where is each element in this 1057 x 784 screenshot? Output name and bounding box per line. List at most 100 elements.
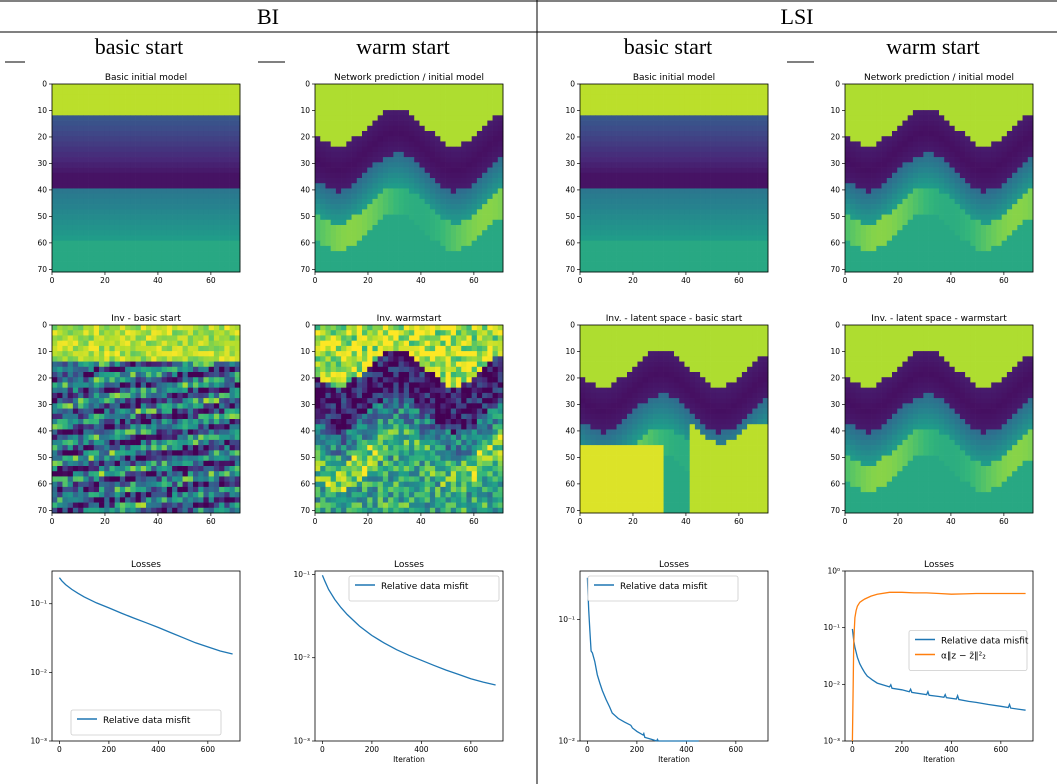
heatmap-cell xyxy=(933,162,940,168)
heatmap-cell xyxy=(203,261,210,268)
heatmap-cell xyxy=(689,131,696,137)
heatmap-cell xyxy=(57,172,63,179)
heatmap-cell xyxy=(187,198,194,205)
heatmap-cell xyxy=(414,115,420,121)
heatmap-cell xyxy=(886,131,893,137)
heatmap-cell xyxy=(119,230,126,236)
heatmap-cell xyxy=(939,214,945,221)
heatmap-cell xyxy=(674,178,680,184)
heatmap-cell xyxy=(715,204,722,210)
heatmap-cell xyxy=(341,157,347,163)
heatmap-cell xyxy=(606,167,612,174)
heatmap-cell xyxy=(757,219,764,226)
heatmap-cell xyxy=(653,178,659,184)
heatmap-cell xyxy=(351,266,358,273)
heatmap-cell xyxy=(658,183,664,189)
heatmap-cell xyxy=(616,204,623,210)
heatmap-cell xyxy=(393,235,399,242)
heatmap-cell xyxy=(83,94,89,101)
heatmap-cell xyxy=(611,146,617,153)
heatmap-cell xyxy=(83,110,89,116)
heatmap-cell xyxy=(689,235,696,242)
heatmap-cell xyxy=(388,110,394,116)
heatmap-cell xyxy=(975,225,982,231)
heatmap-cell xyxy=(1012,157,1018,163)
heatmap-cell xyxy=(67,167,74,174)
heatmap-cell xyxy=(492,151,499,158)
heatmap-cell xyxy=(1001,94,1008,101)
heatmap-cell xyxy=(902,219,909,226)
heatmap-cell xyxy=(897,209,903,215)
heatmap-cell xyxy=(78,183,84,189)
heatmap-cell xyxy=(234,84,241,90)
heatmap-cell xyxy=(166,89,173,95)
heatmap-cell xyxy=(234,157,241,163)
heatmap-cell xyxy=(398,115,405,121)
heatmap-cell xyxy=(409,198,415,205)
heatmap-cell xyxy=(140,235,147,242)
heatmap-cell xyxy=(923,136,929,142)
heatmap-cell xyxy=(234,261,241,268)
heatmap-cell xyxy=(78,115,84,121)
heatmap-cell xyxy=(187,172,194,179)
heatmap-cell xyxy=(1017,151,1023,158)
heatmap-cell xyxy=(419,141,426,148)
heatmap-cell xyxy=(471,120,478,127)
heatmap-cell xyxy=(705,157,711,163)
heatmap-cell xyxy=(991,110,997,116)
heatmap-cell xyxy=(944,99,950,106)
heatmap-cell xyxy=(658,172,664,179)
heatmap-cell xyxy=(1006,94,1013,101)
heatmap-cell xyxy=(595,110,602,116)
heatmap-cell xyxy=(585,141,591,148)
heatmap-cell xyxy=(679,157,685,163)
heatmap-cell xyxy=(435,193,441,200)
heatmap-cell xyxy=(476,245,483,252)
heatmap-cell xyxy=(497,188,504,195)
heatmap-cell xyxy=(965,172,971,179)
heatmap-cell xyxy=(57,240,63,247)
heatmap-cell xyxy=(229,94,236,101)
heatmap-cell xyxy=(741,125,748,132)
heatmap-cell xyxy=(881,89,888,95)
heatmap-cell xyxy=(461,136,467,142)
heatmap-cell xyxy=(1001,209,1008,215)
heatmap-cell xyxy=(398,89,405,95)
heatmap-cell xyxy=(429,240,436,247)
heatmap-cell xyxy=(372,172,379,179)
heatmap-cell xyxy=(741,214,748,221)
heatmap-cell xyxy=(203,235,210,242)
heatmap-cell xyxy=(414,104,420,111)
heatmap-cell xyxy=(424,225,431,231)
heatmap-cell xyxy=(726,178,732,184)
heatmap-cell xyxy=(492,178,499,184)
heatmap-cell xyxy=(140,225,147,231)
heatmap-cell xyxy=(684,188,691,195)
heatmap-cell xyxy=(663,172,670,179)
heatmap-cell xyxy=(471,167,478,174)
heatmap-cell xyxy=(721,157,727,163)
heatmap-cell xyxy=(933,157,940,163)
heatmap-cell xyxy=(362,120,368,127)
heatmap-cell xyxy=(341,178,347,184)
heatmap-cell xyxy=(855,120,862,127)
heatmap-cell xyxy=(700,151,706,158)
heatmap-cell xyxy=(140,136,147,142)
heatmap-cell xyxy=(606,198,612,205)
heatmap-cell xyxy=(747,94,753,101)
heatmap-cell xyxy=(330,266,337,273)
heatmap-cell xyxy=(325,245,332,252)
heatmap-cell xyxy=(130,146,136,153)
heatmap-cell xyxy=(933,89,940,95)
heatmap-cell xyxy=(731,198,738,205)
heatmap-cell xyxy=(409,219,415,226)
heatmap-cell xyxy=(944,204,950,210)
heatmap-cell xyxy=(923,183,929,189)
heatmap-cell xyxy=(229,162,236,168)
heatmap-cell xyxy=(356,151,363,158)
heatmap-cell xyxy=(461,240,467,247)
heatmap-cell xyxy=(109,245,116,252)
heatmap-cell xyxy=(440,104,446,111)
heatmap-cell xyxy=(736,178,743,184)
heatmap-cell xyxy=(398,157,405,163)
